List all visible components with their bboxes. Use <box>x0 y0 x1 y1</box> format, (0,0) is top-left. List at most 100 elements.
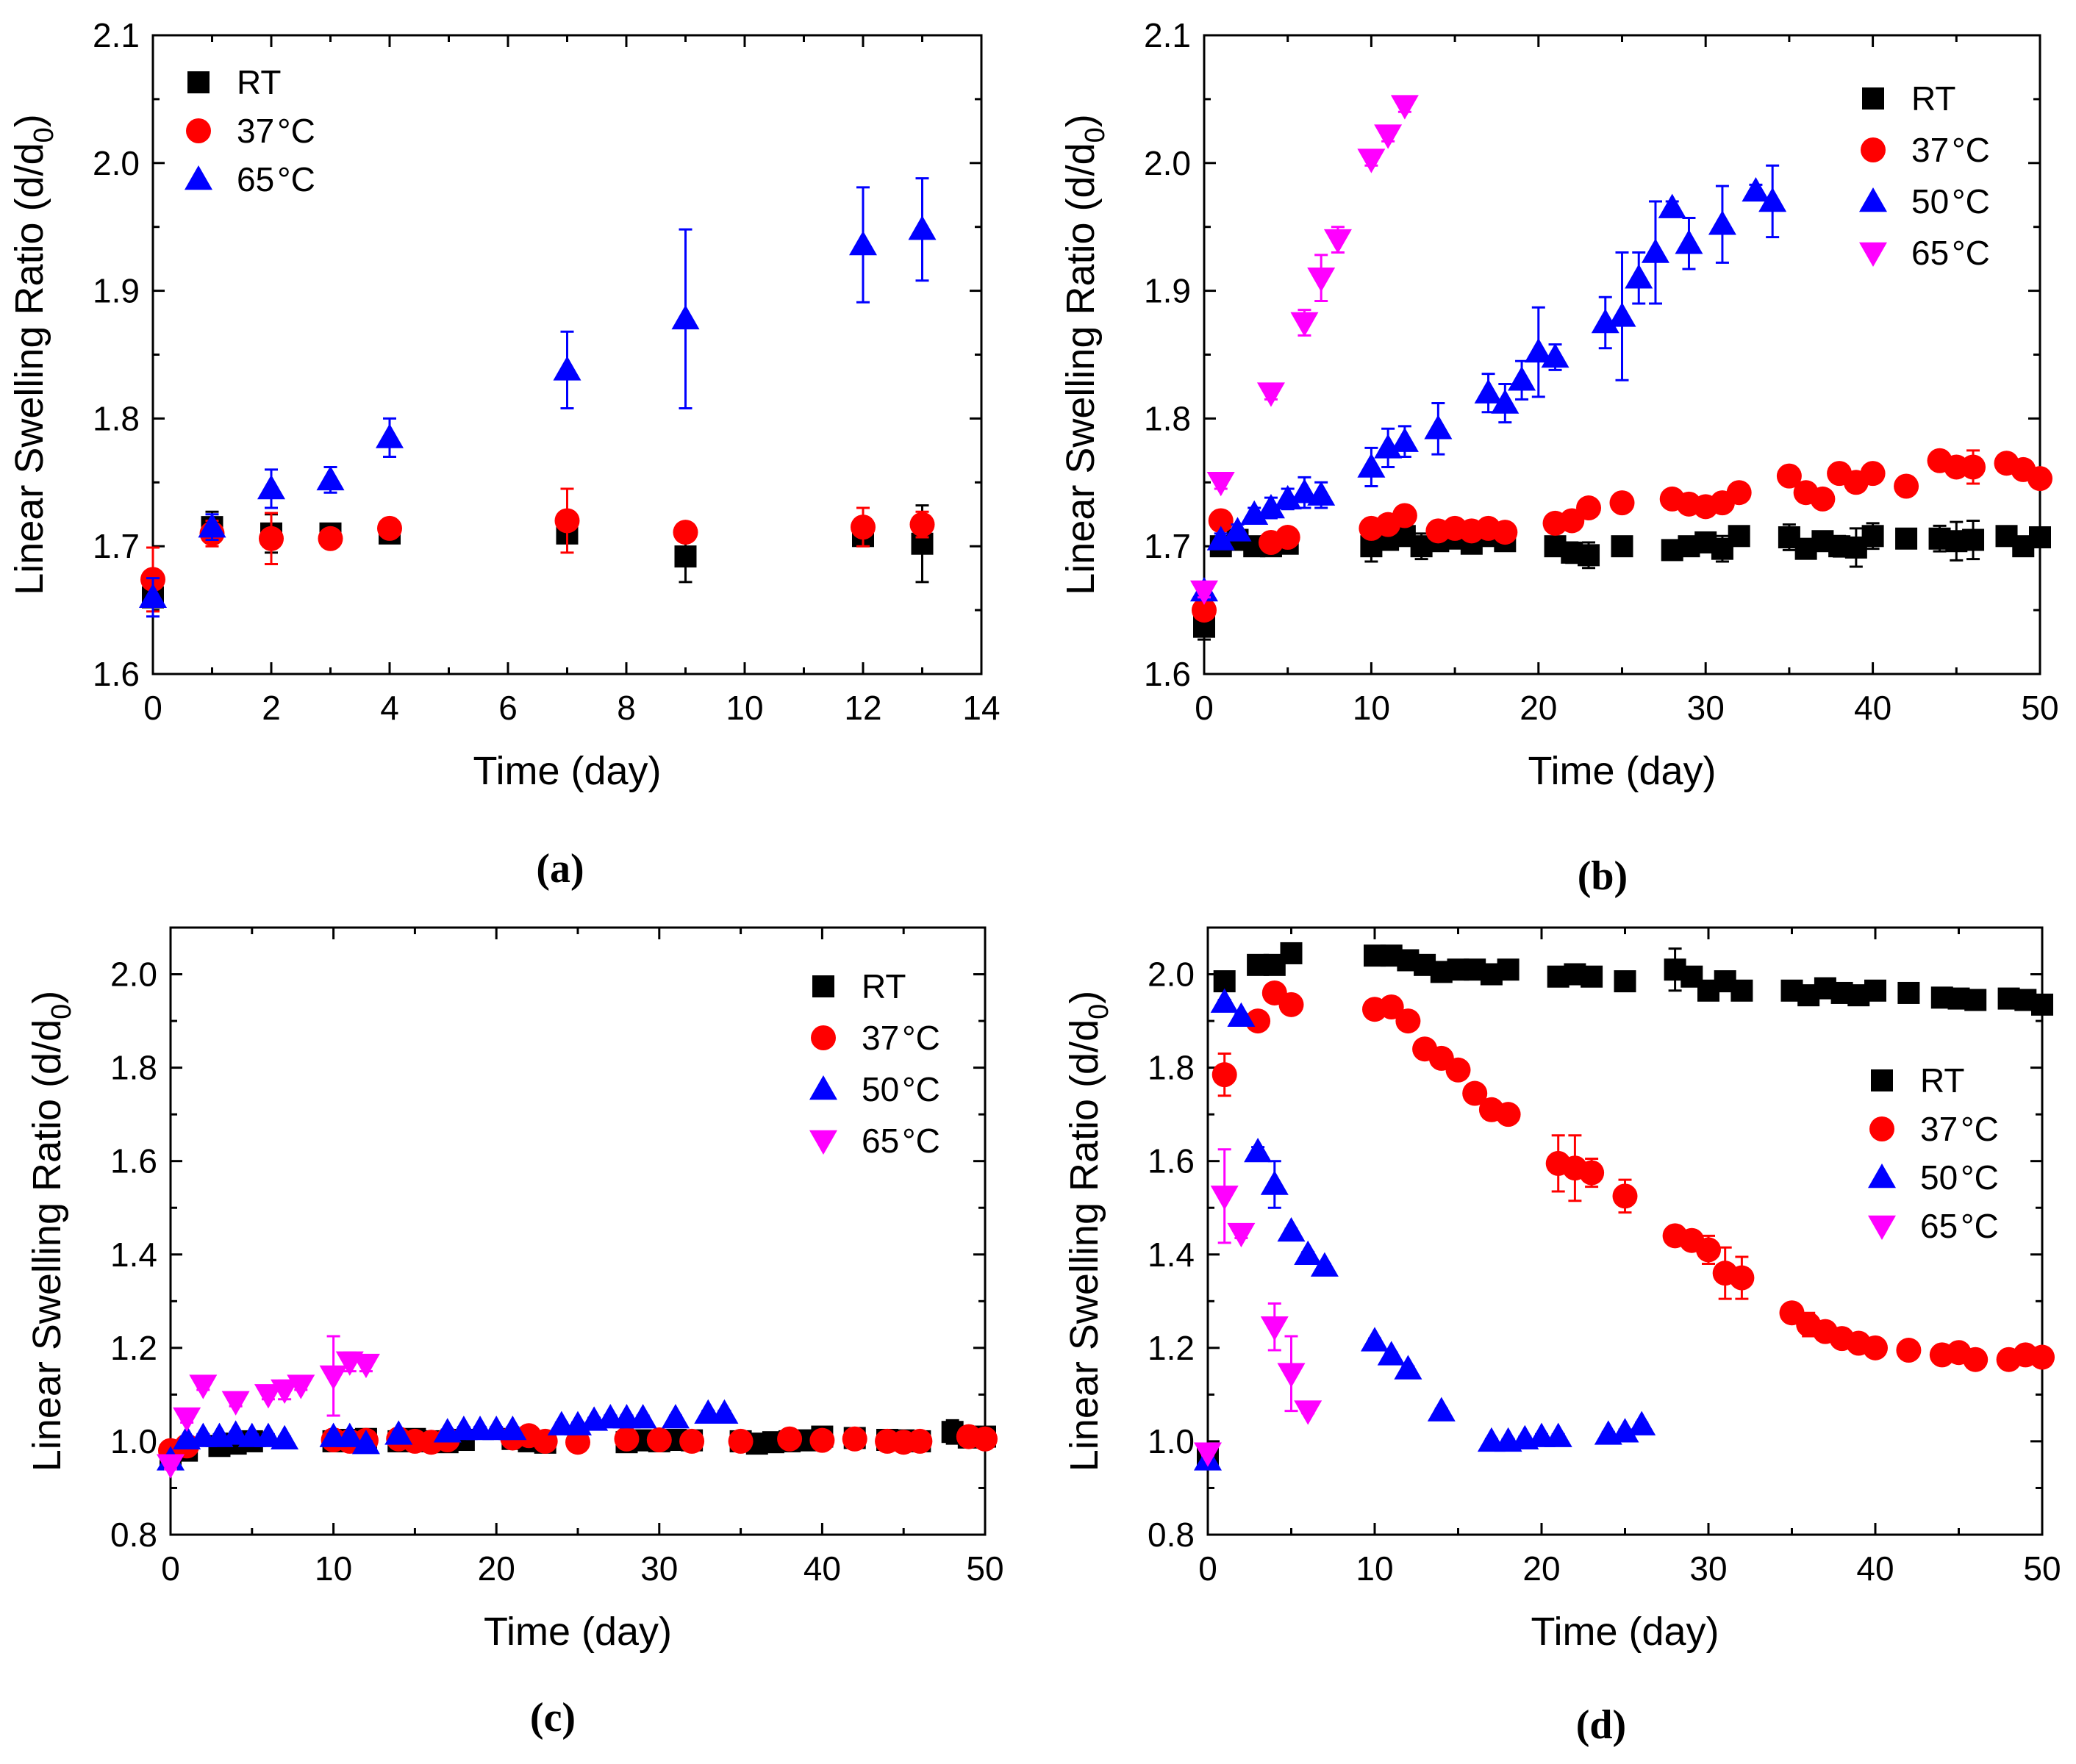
data-point <box>287 1374 315 1399</box>
data-point <box>198 513 226 538</box>
data-point <box>1290 478 1319 503</box>
legend-label-unit: °C <box>1952 234 1990 272</box>
y-axis-title: Linear Swelling Ratio (d/d0) <box>1059 114 1111 595</box>
y-axis-title-main: Linear Swelling Ratio (d/d <box>25 1019 69 1471</box>
data-point <box>1223 517 1252 542</box>
data-point <box>1524 338 1553 363</box>
data-point <box>1961 454 1986 480</box>
data-point <box>1658 193 1686 218</box>
series-65C <box>1194 1148 1322 1467</box>
data-point <box>1277 1217 1306 1242</box>
legend-label: 50°C <box>1911 182 1990 220</box>
data-point <box>1675 229 1703 254</box>
data-point <box>1256 494 1285 519</box>
legend-label-value: 65 <box>237 160 274 198</box>
data-point <box>1211 1062 1237 1088</box>
series-RT <box>1193 519 2051 641</box>
legend-label: 50°C <box>1920 1158 1999 1197</box>
chart-panel-c: 0 10 20 30 40 50 0.8 1.0 1.2 1.4 1.6 1.8 2.0 Time (da… <box>25 926 1004 1740</box>
data-point <box>1728 525 1750 548</box>
x-axis-title: Time (day) <box>473 749 661 793</box>
data-point <box>1591 309 1619 334</box>
data-point <box>1726 480 1752 506</box>
legend-label-value: RT <box>862 967 906 1005</box>
chart-panel-d: 0 10 20 30 40 50 0.8 1.0 1.2 1.4 1.6 1.8 2.0 Time (da… <box>1062 926 2061 1748</box>
y-tick-label: 2.0 <box>1144 144 1191 182</box>
data-point <box>1742 177 1770 202</box>
data-point <box>1275 525 1300 551</box>
y-tick-label: 1.7 <box>1144 527 1191 565</box>
legend-label: RT <box>862 967 906 1005</box>
data-point <box>1294 1400 1322 1425</box>
data-point <box>1377 1341 1406 1366</box>
data-point <box>2031 993 2053 1016</box>
legend-label: 65°C <box>237 160 315 198</box>
data-point <box>221 1420 250 1445</box>
data-point <box>316 465 345 491</box>
data-point <box>1245 1008 1271 1034</box>
data-point <box>1374 124 1403 149</box>
series-50C <box>1194 988 1656 1471</box>
data-point <box>376 423 404 448</box>
legend-marker <box>187 71 210 93</box>
data-point <box>1424 415 1453 440</box>
series-65C <box>1190 95 1419 606</box>
legend-label-unit: °C <box>1952 182 1990 220</box>
data-point <box>1290 312 1319 337</box>
data-point <box>553 356 581 381</box>
x-tick-label: 10 <box>726 689 763 727</box>
data-point <box>1497 958 1520 981</box>
y-axis-title: Linear Swelling Ratio (d/d0) <box>25 991 77 1471</box>
data-point <box>671 304 700 330</box>
legend-label-unit: °C <box>1961 1110 1999 1148</box>
legend-label-value: 50 <box>862 1070 899 1108</box>
y-tick-label: 1.0 <box>110 1422 157 1460</box>
data-point <box>1625 264 1653 289</box>
legend-label-value: 37 <box>1911 131 1949 169</box>
x-tick-label: 20 <box>1520 689 1557 727</box>
x-tick-label: 20 <box>478 1549 515 1588</box>
data-point <box>2029 526 2051 549</box>
y-tick-label: 2.0 <box>110 956 157 994</box>
data-point <box>1427 1396 1456 1421</box>
legend-label-unit: °C <box>277 160 315 198</box>
y-axis-title-subscript: 0 <box>1080 127 1111 143</box>
data-point <box>351 1430 380 1455</box>
data-point <box>1445 1057 1471 1083</box>
data-point <box>1227 1222 1256 1248</box>
data-point <box>1628 1410 1656 1435</box>
x-axis-title: Time (day) <box>1528 749 1716 793</box>
series-37C <box>140 487 935 613</box>
data-point <box>254 1384 282 1409</box>
data-point <box>1273 484 1302 510</box>
legend-label: 65°C <box>1911 234 1990 272</box>
y-tick-label: 1.9 <box>1144 272 1191 310</box>
legend-label-unit: °C <box>1952 131 1990 169</box>
legend-marker <box>809 1130 837 1155</box>
y-tick-label: 1.4 <box>1148 1236 1195 1274</box>
data-point <box>1696 1237 1721 1263</box>
data-point <box>1897 981 1920 1004</box>
data-point <box>1357 148 1386 173</box>
data-point <box>908 215 937 240</box>
data-point <box>1492 520 1518 545</box>
y-tick-label: 1.8 <box>1144 399 1191 437</box>
legend-marker <box>1869 1116 1894 1141</box>
data-point <box>1964 989 1987 1011</box>
data-point <box>851 514 876 540</box>
x-tick-label: 14 <box>962 689 1000 727</box>
y-axis-title-main: Linear Swelling Ratio (d/d <box>1059 143 1103 595</box>
data-point <box>777 1426 803 1452</box>
y-tick-label: 1.2 <box>1148 1329 1195 1367</box>
legend-label: 50°C <box>862 1070 940 1108</box>
data-point <box>1708 210 1736 235</box>
x-tick-label: 0 <box>161 1549 180 1588</box>
data-point <box>1611 535 1633 558</box>
panel-label: (c) <box>530 1695 576 1740</box>
data-point <box>221 1391 250 1416</box>
legend-marker <box>1868 1164 1896 1188</box>
x-tick-label: 30 <box>1687 689 1725 727</box>
data-point <box>1394 1355 1422 1380</box>
